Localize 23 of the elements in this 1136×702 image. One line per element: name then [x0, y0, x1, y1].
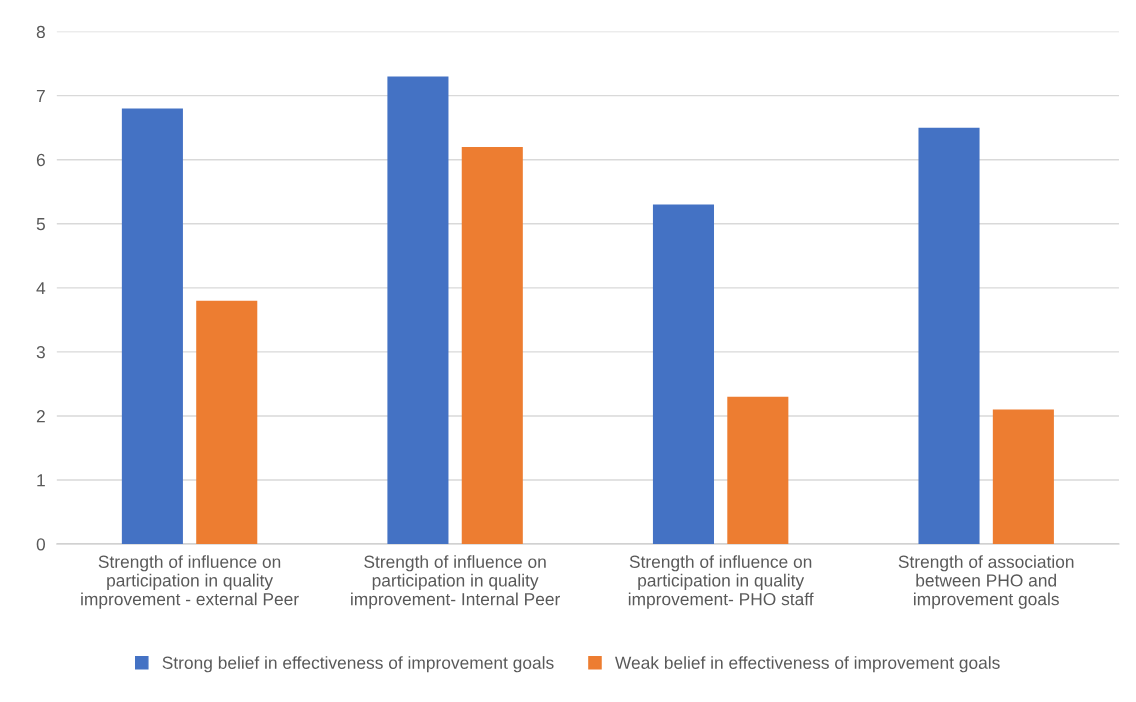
x-tick-label: Strength of influence on participation in quality improvement- PHO staff: [628, 555, 814, 609]
y-tick-label: 0: [36, 538, 46, 551]
bar: [461, 146, 523, 545]
bar: [992, 409, 1054, 545]
legend-label: Strong belief in effectiveness of improvement goals: [162, 656, 554, 673]
y-tick-label: 8: [36, 25, 45, 39]
y-tick-label: 4: [36, 282, 46, 295]
y-tick-label: 1: [37, 474, 45, 487]
x-tick-label: Strength of association between PHO and improvement goals: [898, 555, 1074, 609]
bar: [652, 204, 715, 545]
bar: [387, 76, 449, 545]
bar: [918, 127, 980, 545]
x-tick-label: Strength of influence on participation in quality improvement - external Peer: [81, 555, 299, 609]
bar: [121, 108, 183, 545]
y-tick-label: 5: [36, 218, 45, 231]
y-tick-label: 2: [36, 410, 45, 423]
legend-label: Weak belief in effectiveness of improvement goals: [615, 656, 1000, 673]
y-tick-label: 6: [36, 153, 45, 167]
y-tick-label: 3: [36, 346, 45, 359]
bar: [196, 300, 258, 545]
x-tick-label: Strength of influence on participation in quality improvement- Internal Peer: [351, 555, 561, 609]
bar: [727, 396, 789, 545]
y-tick-label: 7: [36, 89, 45, 102]
